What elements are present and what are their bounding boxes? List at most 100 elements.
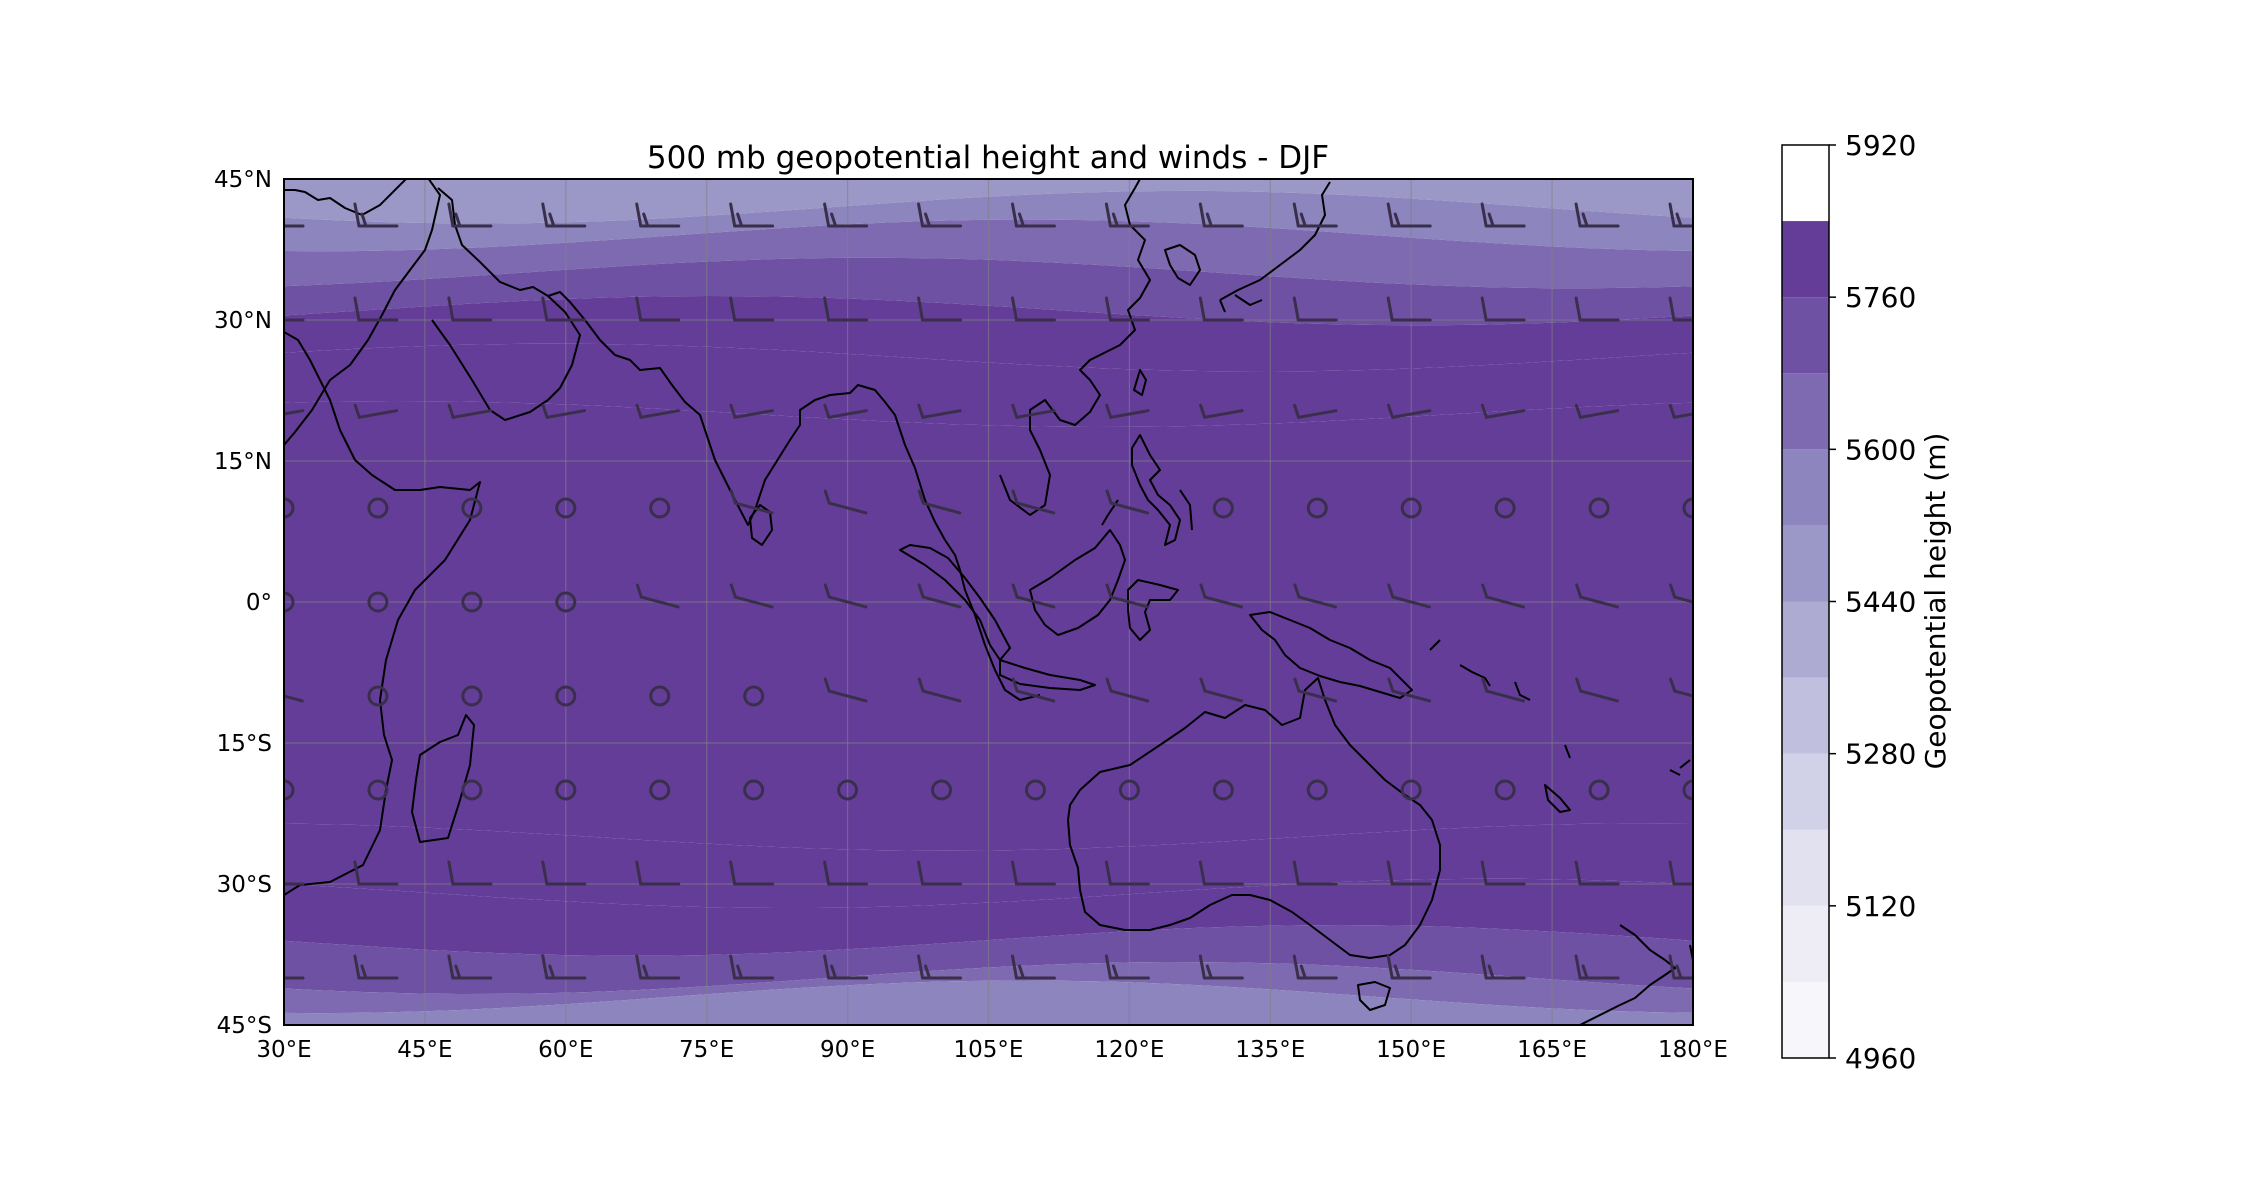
wind-barb [917, 403, 962, 419]
barb-feather [1574, 860, 1582, 886]
wind-barb [917, 583, 962, 609]
wind-barb [1575, 677, 1619, 703]
barb-feather [823, 677, 831, 693]
coastline-australia [1067, 677, 1441, 959]
barb-feather [1299, 212, 1307, 228]
barb-feather [541, 403, 549, 419]
barb-shaft [827, 689, 868, 703]
wind-barb [635, 583, 680, 609]
wind-barb [367, 685, 389, 707]
wind-barb [823, 202, 869, 228]
barb-feather [1574, 202, 1582, 228]
wind-barb [1199, 583, 1244, 609]
barb-feather [1675, 212, 1683, 228]
barb-feather [1393, 212, 1401, 228]
barb-feather [736, 964, 744, 980]
calm-wind-circle [649, 685, 671, 707]
wind-barb [1198, 296, 1244, 322]
barb-shaft [1015, 689, 1056, 703]
coastline-east-asia [999, 179, 1151, 516]
barb-feather [454, 212, 462, 228]
calm-wind-circle [649, 779, 671, 801]
wind-barb [284, 694, 304, 703]
barb-feather [1581, 964, 1589, 980]
wind-barb [1198, 860, 1244, 886]
barb-feather [924, 964, 932, 980]
barb-feather [635, 954, 643, 980]
barb-feather [729, 583, 737, 599]
calm-wind-circle [743, 779, 765, 801]
wind-barb [1386, 954, 1432, 980]
wind-barb [823, 954, 869, 980]
wind-barb [1104, 296, 1150, 322]
wind-barb [541, 296, 587, 322]
wind-barb [555, 591, 577, 613]
barb-feather [268, 966, 272, 978]
barb-shaft [1579, 595, 1619, 609]
calm-wind-circle [555, 497, 577, 519]
barb-shaft [1109, 409, 1150, 419]
calm-wind-circle [1588, 497, 1610, 519]
wind-barb [917, 677, 962, 703]
wind-barb [447, 202, 493, 228]
wind-barb [743, 685, 765, 707]
wind-barb [541, 403, 587, 419]
barb-feather [1104, 954, 1112, 980]
colorbar-segment [1782, 981, 1829, 1058]
x-tick-label: 90°E [820, 1037, 875, 1063]
barb-feather [1668, 202, 1676, 228]
wind-barb [541, 954, 587, 980]
barb-feather [1292, 954, 1300, 980]
wind-barb [367, 591, 389, 613]
wind-barb [1386, 296, 1432, 322]
wind-barb [1010, 954, 1056, 980]
x-axis-ticks: 30°E 45°E 60°E 75°E 90°E 105°E 120°E 135°E 150°E… [256, 1037, 1728, 1063]
wind-barb [461, 497, 483, 519]
wind-barb [649, 685, 671, 707]
coastline-japan-korea [1164, 181, 1331, 313]
wind-barb [1480, 860, 1526, 886]
barb-feather [1481, 583, 1489, 599]
wind-barb [1199, 677, 1244, 703]
barb-feather [823, 583, 831, 599]
wind-barb [1400, 779, 1422, 801]
x-tick-label: 30°E [256, 1037, 311, 1063]
calm-wind-circle [367, 591, 389, 613]
wind-barb [649, 497, 671, 519]
barb-feather [924, 212, 932, 228]
barb-feather [1574, 954, 1582, 980]
barb-shaft [1297, 409, 1338, 419]
barb-feather [1011, 583, 1019, 599]
colorbar-segment [1782, 525, 1829, 602]
barb-feather [1205, 212, 1213, 228]
barb-feather [1480, 403, 1488, 419]
barb-feather [261, 405, 265, 417]
calm-wind-circle [1306, 497, 1328, 519]
wind-barb [729, 296, 775, 322]
barb-feather [1669, 583, 1677, 599]
wind-barb [284, 591, 295, 613]
calm-wind-circle [367, 685, 389, 707]
wind-barb [1480, 202, 1526, 228]
wind-barb [1575, 583, 1619, 609]
barb-feather [1575, 583, 1583, 599]
calm-wind-circle [931, 779, 953, 801]
barb-feather [729, 489, 737, 505]
wind-barb [1010, 296, 1056, 322]
contour-band [284, 179, 1693, 224]
wind-barb [1306, 779, 1328, 801]
barb-feather [917, 403, 925, 419]
wind-barb [447, 860, 493, 886]
wind-barb [1011, 403, 1056, 419]
wind-barb [823, 583, 868, 609]
barb-shaft [827, 501, 868, 515]
barb-feather [1386, 202, 1394, 228]
barb-feather [541, 860, 549, 886]
wind-barb [1293, 583, 1338, 609]
barb-feather [729, 403, 737, 419]
barb-feather [1480, 954, 1488, 980]
wind-barb [1293, 677, 1338, 703]
barb-feather [1299, 964, 1307, 980]
coastline-pacific-islands [1429, 639, 1691, 813]
wind-barb [649, 779, 671, 801]
